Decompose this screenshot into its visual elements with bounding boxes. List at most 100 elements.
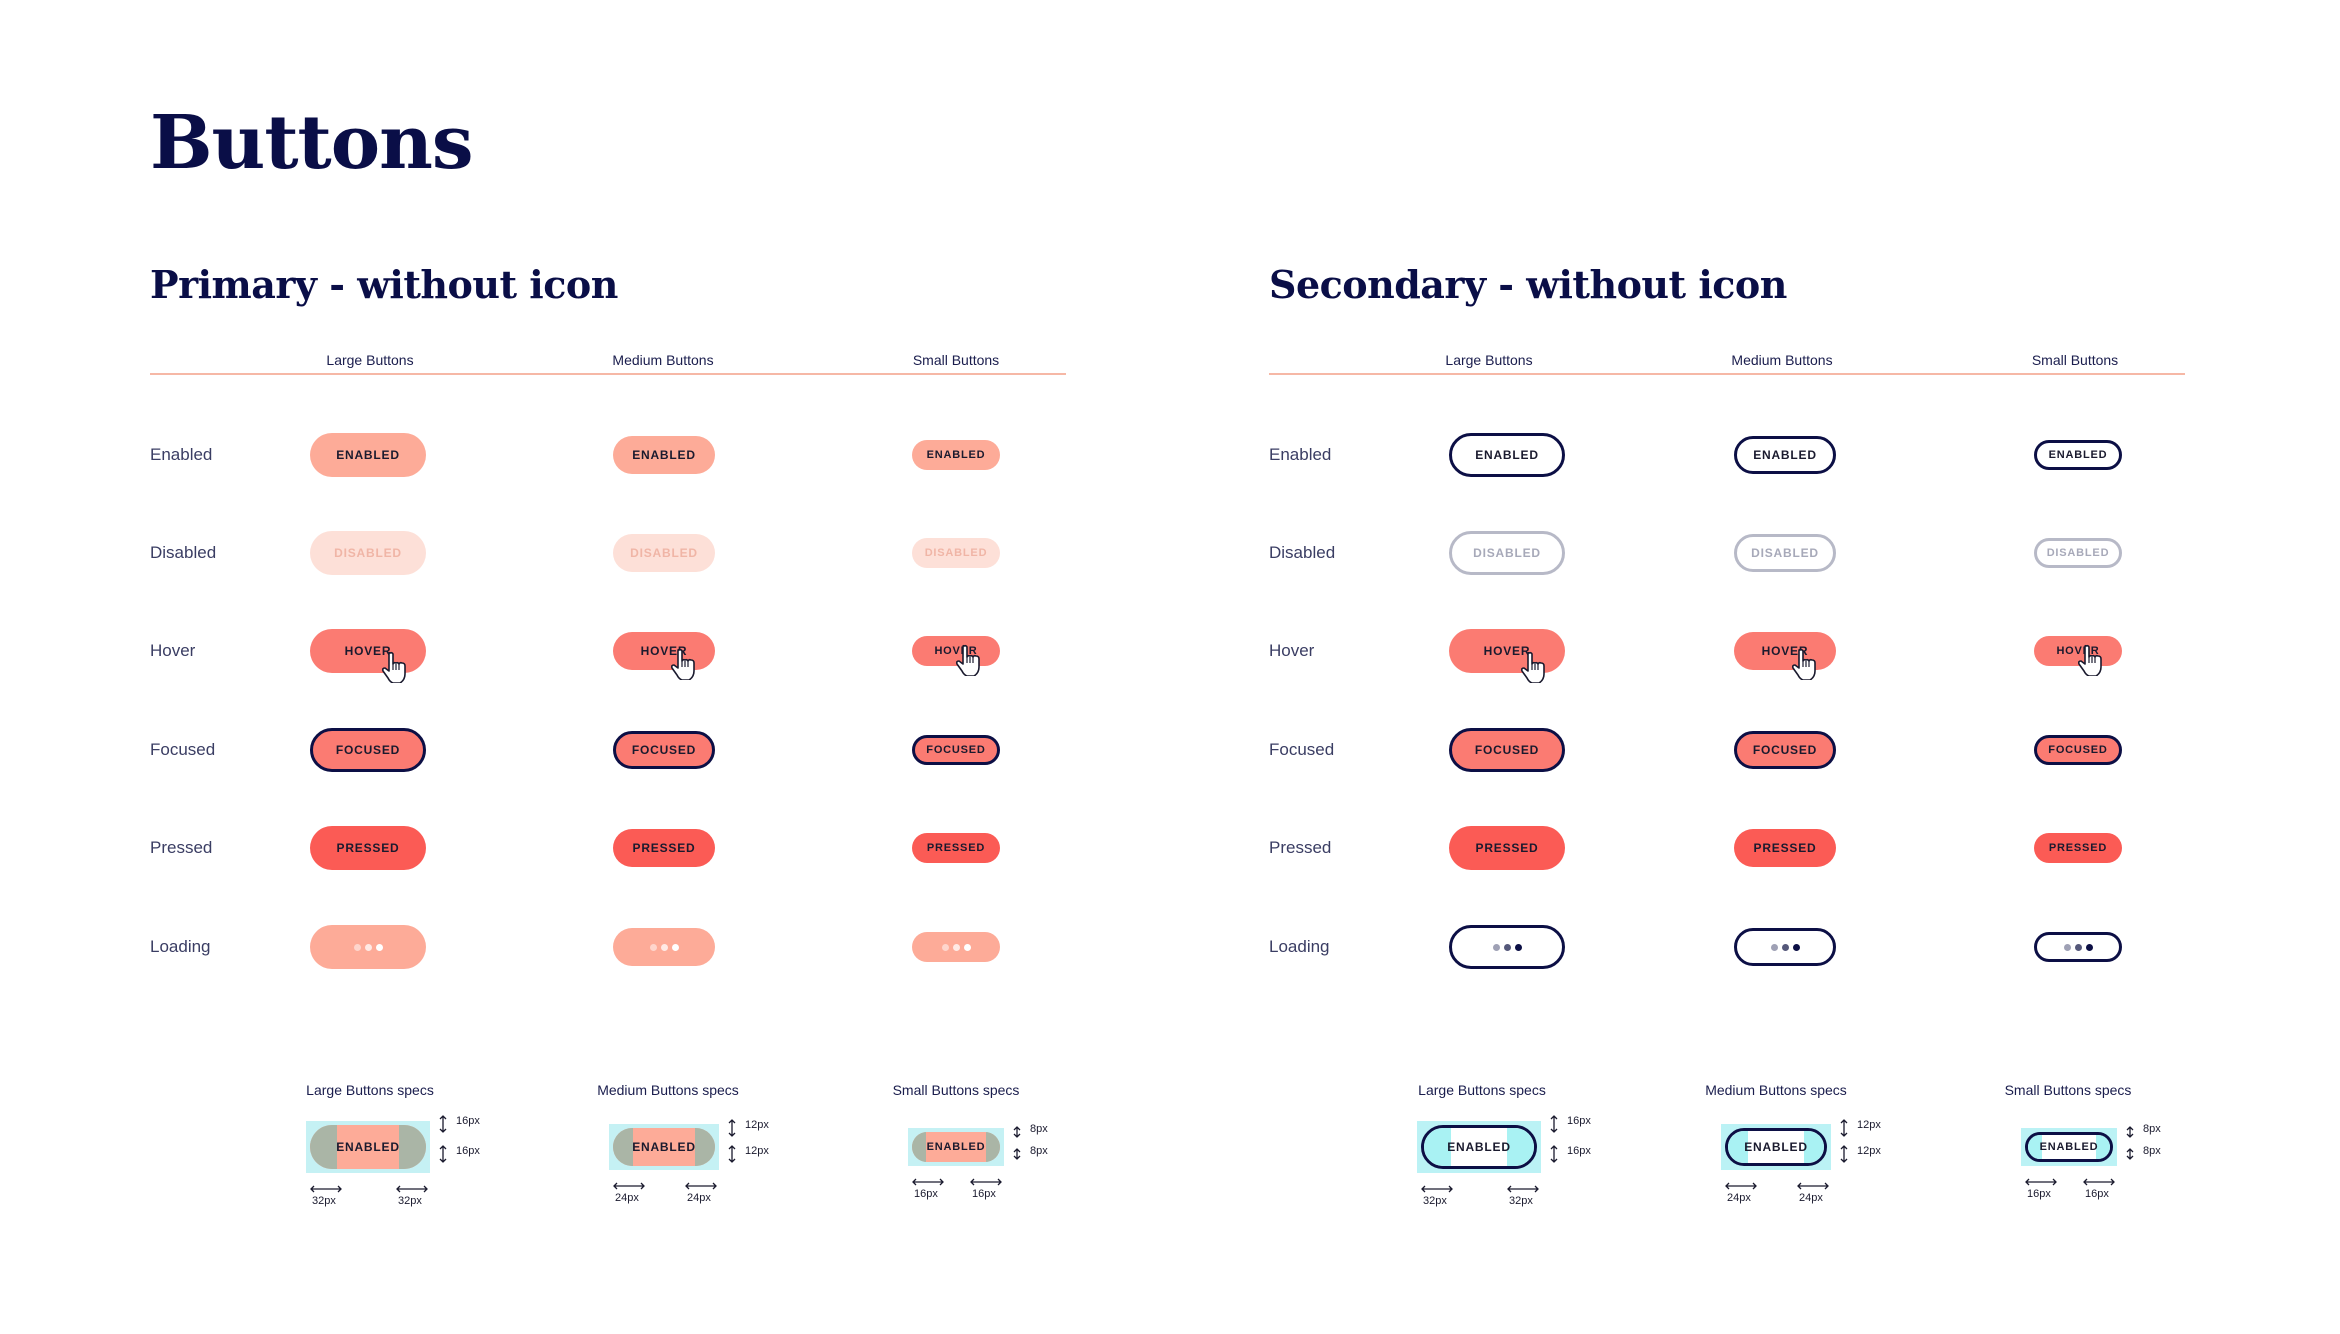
button-label: FOCUSED (1474, 743, 1540, 757)
state-label-pressed: Pressed (1269, 838, 1332, 857)
state-label-enabled: Enabled (1269, 445, 1332, 464)
horizontal-padding-value: 24px (1799, 1192, 1823, 1204)
state-label-pressed: Pressed (150, 838, 213, 857)
vertical-arrow-icon (727, 1145, 737, 1163)
medium-button-hover[interactable]: HOVER (613, 632, 715, 670)
button-label: ENABLED (2048, 449, 2108, 461)
medium-button-focused[interactable]: FOCUSED (613, 731, 715, 769)
large-button-focused[interactable]: FOCUSED (1449, 728, 1565, 772)
horizontal-arrow-icon (2083, 1174, 2115, 1186)
button-label: PRESSED (1475, 841, 1539, 855)
medium-button-loading[interactable] (1734, 928, 1836, 966)
primary-section: Primary - without icon Large Buttons Med… (150, 0, 1070, 1334)
small-button-focused[interactable]: FOCUSED (2034, 735, 2122, 765)
button-label: PRESSED (926, 842, 986, 854)
button-label: FOCUSED (2048, 744, 2108, 756)
small-button-loading[interactable] (912, 932, 1000, 962)
loading-dots-icon (649, 943, 679, 951)
button-label: DISABLED (2046, 547, 2110, 559)
medium-button-focused[interactable]: FOCUSED (1734, 731, 1836, 769)
loading-dots-icon (941, 943, 971, 951)
large-button-pressed[interactable]: PRESSED (1449, 826, 1565, 870)
button-label: ENABLED (336, 448, 400, 462)
horizontal-arrow-icon (970, 1174, 1002, 1186)
spec-button-label: ENABLED (336, 1140, 400, 1154)
button-label: ENABLED (1475, 448, 1539, 462)
loading-dots-icon (353, 943, 383, 951)
button-label: PRESSED (1753, 841, 1817, 855)
horizontal-arrow-icon (685, 1178, 717, 1190)
small-button-enabled[interactable]: ENABLED (2034, 440, 2122, 470)
button-label: ENABLED (632, 448, 696, 462)
spec-title-small: Small Buttons specs (892, 1082, 1020, 1098)
horizontal-arrow-icon (1797, 1178, 1829, 1190)
large-button-enabled[interactable]: ENABLED (1449, 433, 1565, 477)
small-button-enabled[interactable]: ENABLED (912, 440, 1000, 470)
column-header-medium: Medium Buttons (1731, 352, 1833, 368)
state-label-disabled: Disabled (1269, 543, 1336, 562)
column-header-large: Large Buttons (326, 352, 414, 368)
medium-button-enabled[interactable]: ENABLED (613, 436, 715, 474)
vertical-padding-value: 8px (1030, 1145, 1048, 1157)
column-header-small: Small Buttons (912, 352, 1000, 368)
small-button-pressed[interactable]: PRESSED (912, 833, 1000, 863)
small-button-pressed[interactable]: PRESSED (2034, 833, 2122, 863)
spec-title-medium: Medium Buttons specs (597, 1082, 739, 1098)
horizontal-padding-value: 32px (398, 1195, 422, 1207)
large-button-hover[interactable]: HOVER (310, 629, 426, 673)
large-button-loading[interactable] (310, 925, 426, 969)
large-button-disabled: DISABLED (1449, 531, 1565, 575)
large-spec-button: ENABLED (310, 1125, 426, 1169)
vertical-padding-value: 16px (1567, 1115, 1591, 1127)
small-button-focused[interactable]: FOCUSED (912, 735, 1000, 765)
header-divider (1269, 373, 2185, 375)
horizontal-padding-value: 16px (2085, 1188, 2109, 1200)
button-label: PRESSED (632, 841, 696, 855)
large-button-disabled: DISABLED (310, 531, 426, 575)
large-button-focused[interactable]: FOCUSED (310, 728, 426, 772)
large-button-hover[interactable]: HOVER (1449, 629, 1565, 673)
medium-spec-button: ENABLED (1725, 1128, 1827, 1166)
section-title: Primary - without icon (150, 262, 618, 307)
large-button-loading[interactable] (1449, 925, 1565, 969)
horizontal-arrow-icon (912, 1174, 944, 1186)
large-button-enabled[interactable]: ENABLED (310, 433, 426, 477)
vertical-padding-value: 12px (1857, 1119, 1881, 1131)
small-spec-button: ENABLED (2025, 1132, 2113, 1162)
column-header-small: Small Buttons (2031, 352, 2119, 368)
loading-dots-icon (1770, 943, 1800, 951)
horizontal-arrow-icon (613, 1178, 645, 1190)
medium-spec-button: ENABLED (613, 1128, 715, 1166)
horizontal-padding-value: 24px (687, 1192, 711, 1204)
spec-title-medium: Medium Buttons specs (1705, 1082, 1847, 1098)
state-label-hover: Hover (150, 641, 196, 660)
small-button-loading[interactable] (2034, 932, 2122, 962)
spec-button-label: ENABLED (1744, 1140, 1808, 1154)
medium-button-loading[interactable] (613, 928, 715, 966)
horizontal-padding-value: 16px (914, 1188, 938, 1200)
vertical-padding-value: 12px (745, 1119, 769, 1131)
medium-button-hover[interactable]: HOVER (1734, 632, 1836, 670)
vertical-arrow-icon (2125, 1125, 2135, 1138)
medium-button-enabled[interactable]: ENABLED (1734, 436, 1836, 474)
vertical-arrow-icon (438, 1145, 448, 1163)
vertical-arrow-icon (438, 1115, 448, 1133)
small-button-hover[interactable]: HOVER (2034, 636, 2122, 666)
loading-dots-icon (1492, 943, 1522, 951)
large-button-pressed[interactable]: PRESSED (310, 826, 426, 870)
state-label-hover: Hover (1269, 641, 1315, 660)
hand-pointer-icon (670, 648, 697, 681)
small-button-disabled: DISABLED (2034, 538, 2122, 568)
medium-button-pressed[interactable]: PRESSED (1734, 829, 1836, 867)
column-header-large: Large Buttons (1445, 352, 1533, 368)
state-label-disabled: Disabled (150, 543, 217, 562)
vertical-arrow-icon (1549, 1115, 1559, 1133)
large-spec-button: ENABLED (1421, 1125, 1537, 1169)
vertical-arrow-icon (1839, 1119, 1849, 1137)
state-label-loading: Loading (150, 937, 211, 956)
button-label: ENABLED (1753, 448, 1817, 462)
horizontal-padding-value: 16px (2027, 1188, 2051, 1200)
medium-button-pressed[interactable]: PRESSED (613, 829, 715, 867)
spec-title-large: Large Buttons specs (1418, 1082, 1546, 1098)
medium-button-disabled: DISABLED (613, 534, 715, 572)
